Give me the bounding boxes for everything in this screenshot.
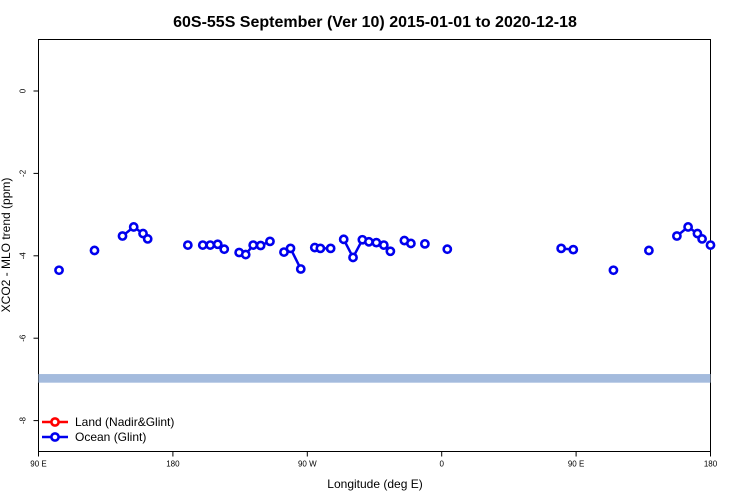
x-axis-label: Longitude (deg E) [327,477,422,491]
data-point [265,236,275,247]
data-point [338,234,349,245]
data-point [295,264,306,274]
data-point [54,265,64,276]
data-point [644,245,654,256]
x-tick-label: 180 [704,460,718,469]
data-point [248,240,259,250]
y-tick-label: -6 [19,334,28,342]
y-tick-label: 0 [19,88,28,93]
data-point [89,245,100,256]
data-point [385,246,396,257]
y-axis-label: XCO2 - MLO trend (ppm) [0,178,13,313]
legend-marker [50,417,60,427]
data-point [212,239,223,250]
data-point [697,234,707,244]
data-point [205,240,216,250]
data-point [255,240,266,251]
data-point [672,231,682,241]
x-tick-label: 90 E [30,460,46,469]
data-point [608,265,619,276]
data-layer [54,222,716,276]
data-point [419,238,430,249]
y-tick-label: -8 [19,416,28,424]
data-point [568,244,579,255]
data-point [705,240,716,250]
data-point [683,222,693,232]
y-tick-label: -4 [19,252,28,260]
x-tick-label: 90 E [568,460,584,469]
data-point [117,231,128,241]
reference-band [38,374,711,383]
data-point [182,240,193,250]
data-point [219,244,230,255]
data-point [442,244,453,255]
data-point [371,237,382,248]
reference-band-layer [38,374,711,383]
chart-title: 60S-55S September (Ver 10) 2015-01-01 to… [173,14,577,31]
x-axis: 90 E 180 90 W 0 90 E 180 [30,451,718,469]
data-point [315,243,326,254]
x-tick-label: 90 W [298,460,317,469]
data-point [325,243,336,254]
data-point [378,240,389,250]
y-tick-label: -2 [19,169,28,177]
data-point [197,240,208,250]
data-point [240,249,251,260]
data-point [405,238,416,249]
legend-label: Land (Nadir&Glint) [75,415,174,429]
legend-label: Ocean (Glint) [75,430,146,444]
data-point [363,236,374,247]
data-point [556,243,567,254]
legend: Land (Nadir&Glint)Ocean (Glint) [42,415,174,444]
x-tick-label: 180 [166,460,180,469]
legend-marker [50,432,60,442]
data-point [348,252,358,263]
data-point [142,234,153,244]
x-tick-label: 0 [439,460,444,469]
data-point [285,243,296,254]
y-axis: 0 -2 -4 -6 -8 [19,88,39,424]
data-point [128,222,139,232]
